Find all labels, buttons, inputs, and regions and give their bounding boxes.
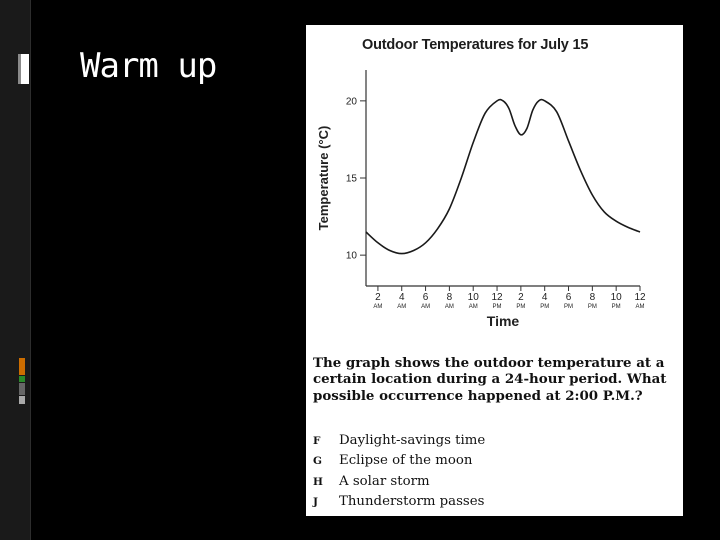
- x-tick-label: 8: [447, 292, 453, 303]
- y-tick-label: 15: [346, 174, 358, 185]
- x-tick-ampm-label: PM: [588, 304, 597, 310]
- x-tick-label: 6: [566, 292, 572, 303]
- left-strip-divider: [30, 0, 31, 540]
- title-bullet-marker: [18, 54, 29, 84]
- temperature-chart: 1015202AM4AM6AM8AM10AM12PM2PM4PM6PM8PM10…: [316, 70, 646, 329]
- accent-bar-light: [19, 396, 25, 404]
- answer-option-text: Eclipse of the moon: [339, 453, 473, 469]
- x-tick-label: 10: [611, 292, 623, 303]
- x-tick-label: 12: [634, 292, 646, 303]
- x-tick-ampm-label: AM: [469, 304, 478, 310]
- temperature-series-line: [365, 98, 641, 255]
- x-tick-label: 4: [399, 292, 405, 303]
- answer-option-f: F Daylight-savings time: [313, 433, 485, 448]
- answer-option-g: G Eclipse of the moon: [313, 453, 472, 468]
- x-tick-ampm-label: PM: [493, 304, 502, 310]
- accent-bar-orange: [19, 358, 25, 375]
- answer-option-j: J Thunderstorm passes: [313, 494, 484, 509]
- x-tick-label: 2: [518, 292, 524, 303]
- x-tick-ampm-label: PM: [564, 304, 573, 310]
- x-tick-ampm-label: AM: [397, 304, 406, 310]
- x-tick-ampm-label: PM: [612, 304, 621, 310]
- x-tick-ampm-label: PM: [516, 304, 525, 310]
- answer-option-text: Thunderstorm passes: [339, 493, 485, 509]
- accent-bar-green: [19, 376, 25, 382]
- chart-card: [306, 25, 683, 516]
- question-text: The graph shows the outdoor temperature …: [313, 355, 667, 404]
- x-tick-label: 10: [468, 292, 480, 303]
- x-tick-ampm-label: AM: [373, 304, 382, 310]
- x-tick-label: 6: [423, 292, 429, 303]
- y-tick-label: 10: [346, 251, 358, 262]
- y-tick-label: 20: [346, 96, 358, 107]
- answer-option-text: Daylight-savings time: [339, 433, 486, 448]
- x-tick-ampm-label: AM: [445, 304, 454, 310]
- chart-title: Outdoor Temperatures for July 15: [362, 37, 589, 53]
- left-decorative-strip: [0, 0, 30, 540]
- answer-option-letter: H: [313, 475, 323, 488]
- answer-option-h: H A solar storm: [313, 474, 430, 489]
- x-tick-label: 12: [491, 292, 503, 303]
- x-tick-label: 4: [542, 292, 548, 303]
- x-axis-label: Time: [487, 313, 520, 329]
- answer-option-text: A solar storm: [339, 473, 430, 489]
- x-tick-label: 2: [375, 292, 381, 303]
- y-axis-label: Temperature (°C): [316, 126, 331, 231]
- accent-bar-gray: [19, 383, 25, 395]
- x-tick-label: 8: [590, 292, 596, 303]
- x-tick-ampm-label: AM: [421, 304, 430, 310]
- answer-option-letter: F: [313, 435, 321, 447]
- x-tick-ampm-label: AM: [636, 304, 645, 310]
- x-tick-ampm-label: PM: [540, 304, 549, 310]
- answer-option-letter: G: [313, 455, 322, 468]
- slide-title: Warm up: [80, 46, 217, 86]
- answer-option-letter: J: [313, 495, 318, 508]
